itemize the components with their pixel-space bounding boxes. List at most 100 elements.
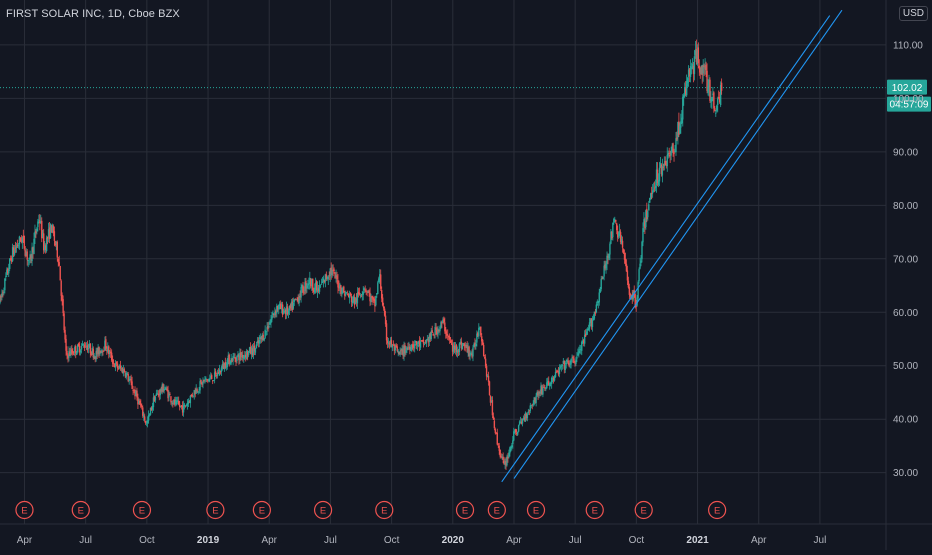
- candle-body: [228, 354, 230, 365]
- candle-body: [244, 355, 246, 357]
- candle-body: [30, 255, 32, 260]
- candle-body: [585, 331, 588, 336]
- candle-body: [323, 279, 326, 283]
- candle-body: [37, 221, 39, 228]
- trend-lines[interactable]: [501, 9, 843, 483]
- candle-body: [13, 249, 16, 255]
- earnings-marker-circle[interactable]: [585, 500, 604, 520]
- candle-body: [292, 302, 295, 309]
- candle-body: [704, 67, 706, 69]
- earnings-marker-circle[interactable]: [526, 500, 546, 520]
- candle-body: [497, 443, 499, 445]
- earnings-marker-circle[interactable]: [132, 500, 152, 520]
- candle-body: [581, 341, 583, 351]
- time-axis[interactable]: Apr Jul Oct 2019 Apr Jul Oct 2020 Apr Jul Oct 2021 A…: [0, 523, 932, 546]
- earnings-marker[interactable]: E: [132, 500, 152, 520]
- candle-body: [659, 163, 662, 168]
- candle-body: [127, 374, 129, 382]
- candle-body: [80, 346, 83, 350]
- candle-body: [245, 350, 248, 359]
- candle-body: [419, 341, 422, 348]
- candle-body: [28, 257, 30, 260]
- x-tick-label: Jul: [569, 535, 582, 546]
- candle-body: [306, 285, 308, 288]
- candle-body: [344, 293, 346, 296]
- candle-body: [35, 230, 37, 234]
- candle-body: [122, 369, 125, 374]
- candle-body: [702, 64, 704, 74]
- candle-body: [18, 236, 21, 245]
- earnings-marker[interactable]: E: [313, 500, 333, 520]
- candle-body: [149, 407, 152, 415]
- candle-body: [9, 258, 12, 260]
- currency-badge[interactable]: USD: [898, 6, 928, 21]
- earnings-marker-circle[interactable]: [15, 500, 34, 520]
- earnings-marker-circle[interactable]: [634, 500, 653, 520]
- candle-body: [418, 340, 421, 347]
- candle-body: [279, 303, 281, 307]
- earnings-marker-circle[interactable]: [375, 500, 394, 520]
- earnings-marker[interactable]: E: [71, 500, 90, 520]
- candle-body: [485, 366, 488, 377]
- candle-body: [265, 330, 267, 332]
- candle-body: [634, 294, 636, 306]
- earnings-marker-circle[interactable]: [206, 500, 225, 520]
- candle-body: [108, 346, 110, 355]
- candle-body: [280, 304, 283, 310]
- earnings-marker[interactable]: E: [708, 500, 727, 520]
- candle-body: [615, 219, 617, 222]
- earnings-marker[interactable]: E: [634, 500, 653, 520]
- x-tick-label: 2021: [686, 535, 709, 546]
- candle-body: [230, 358, 232, 364]
- candle-body: [336, 275, 338, 280]
- earnings-marker[interactable]: E: [526, 500, 546, 520]
- candle-body: [598, 292, 600, 303]
- candle-body: [397, 350, 399, 352]
- candle-body: [183, 404, 186, 407]
- candle-body: [347, 294, 350, 297]
- candle-body: [560, 366, 563, 368]
- earnings-marker[interactable]: E: [375, 500, 394, 520]
- candle-body: [381, 297, 384, 306]
- candle-body: [58, 262, 60, 266]
- trend-line[interactable]: [513, 9, 843, 479]
- candle-body: [246, 352, 249, 356]
- earnings-marker[interactable]: E: [455, 500, 475, 520]
- earnings-marker-circle[interactable]: [455, 500, 475, 520]
- y-tick-label: 80.00: [893, 201, 918, 212]
- candle-body: [584, 333, 587, 337]
- earnings-marker-circle[interactable]: [313, 500, 333, 520]
- earnings-marker-circle[interactable]: [252, 500, 271, 520]
- candle-body: [217, 372, 220, 374]
- earnings-marker[interactable]: E: [585, 500, 604, 520]
- price-axis[interactable]: 30.00 40.00 50.00 60.00 70.00 80.00 90.00 100.0…: [885, 0, 924, 550]
- candle-body: [427, 339, 430, 343]
- candle-body: [633, 290, 635, 294]
- trend-line[interactable]: [501, 15, 831, 483]
- earnings-marker[interactable]: E: [252, 500, 271, 520]
- candle-body: [638, 269, 640, 282]
- earnings-marker-circle[interactable]: [487, 500, 506, 520]
- candle-body: [592, 317, 595, 321]
- candle-body: [481, 336, 483, 342]
- candle-body: [393, 344, 396, 351]
- candle-body: [570, 358, 572, 365]
- candle-body: [218, 369, 221, 375]
- candle-body: [240, 352, 242, 358]
- earnings-marker[interactable]: E: [206, 500, 225, 520]
- candle-body: [605, 263, 607, 269]
- candle-body: [357, 291, 360, 294]
- earnings-marker[interactable]: E: [487, 500, 506, 520]
- candle-body: [376, 293, 378, 295]
- earnings-marker-circle[interactable]: [71, 500, 90, 520]
- earnings-marker-label: E: [381, 506, 387, 517]
- candle-body: [87, 348, 90, 350]
- earnings-marker[interactable]: E: [15, 500, 34, 520]
- candle-body: [97, 347, 99, 354]
- earnings-marker-circle[interactable]: [708, 500, 727, 520]
- candle-body: [624, 258, 627, 265]
- candle-body: [486, 376, 489, 377]
